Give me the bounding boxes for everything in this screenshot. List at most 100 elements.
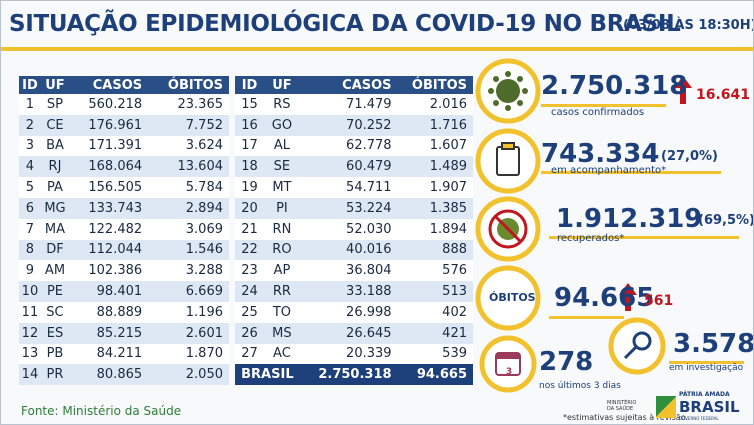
cell: AP — [264, 260, 300, 282]
cell: PI — [264, 197, 300, 219]
cell: 133.743 — [69, 197, 149, 219]
cell: 2.894 — [148, 197, 229, 219]
row: 7 MA 122.482 3.069 — [19, 218, 229, 240]
row: 27 AC 20.339 539 — [235, 343, 473, 365]
deaths-delta: 561 — [644, 293, 674, 309]
cell: SC — [40, 301, 70, 323]
cell: 70.252 — [299, 114, 398, 136]
cell: 1.385 — [397, 197, 473, 219]
column-header: UF — [40, 76, 70, 94]
cell: 1.716 — [397, 114, 473, 136]
cell: 71.479 — [299, 94, 398, 115]
recovered-icon — [488, 209, 528, 249]
row: 23 AP 36.804 576 — [235, 260, 473, 282]
deaths-value: 94.665 — [554, 283, 655, 313]
cell: BA — [40, 135, 70, 157]
cell: 54.711 — [299, 177, 398, 198]
row: 14 PR 80.865 2.050 — [19, 364, 229, 386]
recovered-label: recuperados* — [557, 233, 625, 244]
cell: AL — [264, 135, 300, 157]
source: Fonte: Ministério da Saúde — [21, 404, 182, 418]
row: 9 AM 102.386 3.288 — [19, 260, 229, 282]
confirmed-value: 2.750.318 — [541, 71, 688, 101]
cell: 6 — [19, 197, 41, 219]
cell: DF — [40, 239, 70, 261]
investigation-value: 3.578 — [673, 329, 754, 359]
deaths-label: ÓBITOS — [489, 291, 536, 304]
column-header: ÓBITOS — [397, 76, 473, 94]
cell: 53.224 — [299, 197, 398, 219]
cell: 421 — [397, 322, 473, 344]
cell: 84.211 — [69, 343, 149, 365]
cell: AM — [40, 260, 70, 282]
cell: 156.505 — [69, 177, 149, 198]
cell: 25 — [235, 301, 265, 323]
cell: 33.188 — [299, 281, 398, 302]
cell: 20.339 — [299, 343, 398, 365]
cell: 11 — [19, 301, 41, 323]
column-header: CASOS — [69, 76, 149, 94]
cell: 21 — [235, 218, 265, 240]
cell: 94.665 — [397, 364, 473, 386]
cell: 2.601 — [148, 322, 229, 344]
cell: RN — [264, 218, 300, 240]
flag-logo — [656, 396, 676, 418]
cell: 168.064 — [69, 156, 149, 178]
monitoring-value: 743.334 — [541, 139, 660, 169]
column-header: ID — [19, 76, 41, 94]
cell: RO — [264, 239, 300, 261]
cell: 13.604 — [148, 156, 229, 178]
cell: 2.050 — [148, 364, 229, 386]
cell: 26.645 — [299, 322, 398, 344]
investigation-label: em investigação — [669, 363, 744, 373]
row: 4 RJ 168.064 13.604 — [19, 156, 229, 178]
cell: 1.196 — [148, 301, 229, 323]
cell: PR — [40, 364, 70, 386]
cell: MA — [40, 218, 70, 240]
cell: RJ — [40, 156, 70, 178]
cell: 18 — [235, 156, 265, 178]
cell: 539 — [397, 343, 473, 365]
header-row: ID UF CASOS ÓBITOS — [235, 76, 473, 94]
cell: 5.784 — [148, 177, 229, 198]
cell: 23 — [235, 260, 265, 282]
header-row: ID UF CASOS ÓBITOS — [19, 76, 229, 94]
cell: 3.288 — [148, 260, 229, 282]
row: 12 ES 85.215 2.601 — [19, 322, 229, 344]
cell: 4 — [19, 156, 41, 178]
confirmed-delta: 16.641 — [696, 87, 751, 103]
cell: 22 — [235, 239, 265, 261]
cell: 19 — [235, 177, 265, 198]
recovered-pct: (69,5%) — [698, 213, 754, 228]
calendar-icon — [495, 352, 521, 376]
cell: 3 — [19, 135, 41, 157]
cell: AC — [264, 343, 300, 365]
underline — [541, 104, 666, 107]
cell: 3.069 — [148, 218, 229, 240]
cell: 176.961 — [69, 114, 149, 136]
row: 8 DF 112.044 1.546 — [19, 239, 229, 261]
magnifier-icon — [623, 331, 652, 360]
cell: SP — [40, 94, 70, 115]
cell: SE — [264, 156, 300, 178]
column-header: ID — [235, 76, 265, 94]
row: 19 MT 54.711 1.907 — [235, 177, 473, 198]
cell: 80.865 — [69, 364, 149, 386]
cell: ES — [40, 322, 70, 344]
cell: 13 — [19, 343, 41, 365]
clipboard-icon — [496, 142, 520, 176]
cell: 62.778 — [299, 135, 398, 157]
calendar-day: 3 — [505, 367, 513, 377]
icon-rings — [475, 58, 666, 393]
cell: 576 — [397, 260, 473, 282]
row: 5 PA 156.505 5.784 — [19, 177, 229, 198]
title: SITUAÇÃO EPIDEMIOLÓGICA DA COVID-19 NO B… — [9, 11, 681, 37]
icons — [475, 58, 692, 393]
monitoring-pct: (27,0%) — [661, 149, 718, 164]
row: 3 BA 171.391 3.624 — [19, 135, 229, 157]
cell: 36.804 — [299, 260, 398, 282]
monitoring-label: em acompanhamento* — [551, 165, 667, 176]
row: 18 SE 60.479 1.489 — [235, 156, 473, 178]
